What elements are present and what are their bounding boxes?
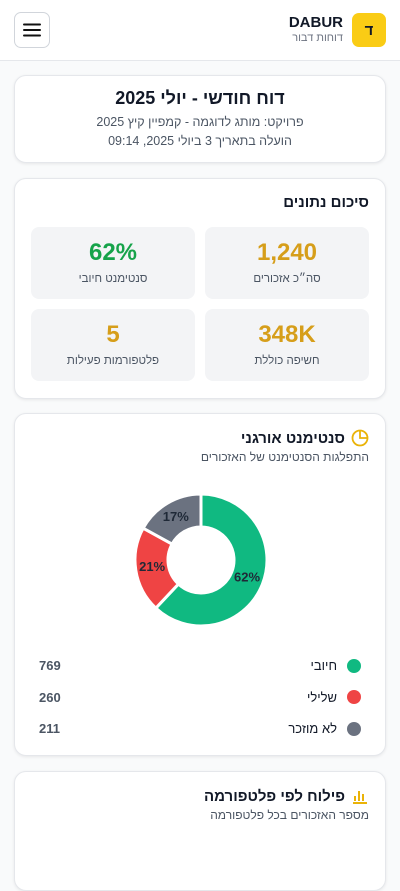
stat-tile: 5 פלטפורמות פעילות [31,309,195,381]
summary-title: סיכום נתונים [283,194,369,211]
pie-icon [351,429,369,447]
segment-label: 62% [234,570,260,585]
stat-value: 348K [258,321,316,348]
bar-icon [353,791,367,804]
stat-value: 62% [88,239,138,266]
report-title: דוח חודשי - יולי 2025 [115,88,285,108]
sentiment-card: סנטימנט אורגני התפלגות הסנטימנט של האזכו… [14,413,386,756]
stat-label: פלטפורמות פעילות [66,355,160,367]
legend-name: חיובי [310,658,337,674]
stat-tile: 1,240 סה״כ אזכורים [205,227,369,299]
stat-label: חשיפה כוללת [254,355,320,367]
stat-value: 5 [106,321,120,348]
report-uploaded: הועלה בתאריך 3 ביולי 2025, 09:14 [108,134,292,148]
legend-count: 769 [39,658,61,674]
sentiment-subtitle: התפלגות הסנטימנט של האזכורים [200,450,369,464]
legend-row: שלילי 260 [39,682,361,714]
brand: DABUR דוחות דבור [289,14,343,45]
menu-button[interactable] [14,12,50,48]
legend-dot [347,721,361,736]
legend-row: חיובי 769 [39,650,361,682]
summary-card: סיכום נתונים 1,240 סה״כ אזכורים 62% סנטימנט… [14,178,386,399]
stat-label: סנטימנט חיובי [78,273,148,285]
sentiment-heading: סנטימנט אורגני [241,429,369,447]
platforms-subtitle: מספר האזכורים בכל פלטפורמה [210,808,369,822]
stat-tile: 348K חשיפה כוללת [205,309,369,381]
legend-row: לא מוזכר 211 [39,713,361,745]
stats-grid: 1,240 סה״כ אזכורים 62% סנטימנט חיובי 348K חשי… [31,227,369,381]
report-card: דוח חודשי - יולי 2025 פרויקט: מותג לדוגמ… [14,75,386,163]
sentiment-title: סנטימנט אורגני [240,429,345,447]
platforms-title: פילוח לפי פלטפורמה [203,787,345,805]
stat-tile: 62% סנטימנט חיובי [31,227,195,299]
segment-label: 21% [139,559,165,574]
menu-icon [23,23,41,37]
legend-dot [347,690,361,705]
stat-label: סה״כ אזכורים [253,273,321,285]
donut-segment [141,492,203,547]
platforms-card: פילוח לפי פלטפורמה מספר האזכורים בכל פלט… [14,771,386,891]
legend-count: 260 [39,689,61,705]
donut-segment [153,492,269,628]
brand-name: DABUR [288,14,343,31]
legend: חיובי 769 שלילי 260 לא מוזכר 211 [39,650,361,745]
legend-name: שלילי [306,689,337,705]
legend-name: לא מוזכר [288,721,337,737]
stat-value: 1,240 [256,239,318,266]
report-project: פרויקט: מותג לדוגמה - קמפיין קיץ 2025 [96,115,304,129]
brand-subtitle: דוחות דבור [292,32,343,44]
header: ד DABUR דוחות דבור [0,0,400,61]
logo[interactable]: ד [352,13,386,47]
legend-count: 211 [39,721,60,737]
legend-dot [347,658,361,673]
platforms-heading: פילוח לפי פלטפורמה [204,787,369,805]
segment-label: 17% [163,509,189,524]
donut-chart: 62% 21% 17% [133,492,269,628]
